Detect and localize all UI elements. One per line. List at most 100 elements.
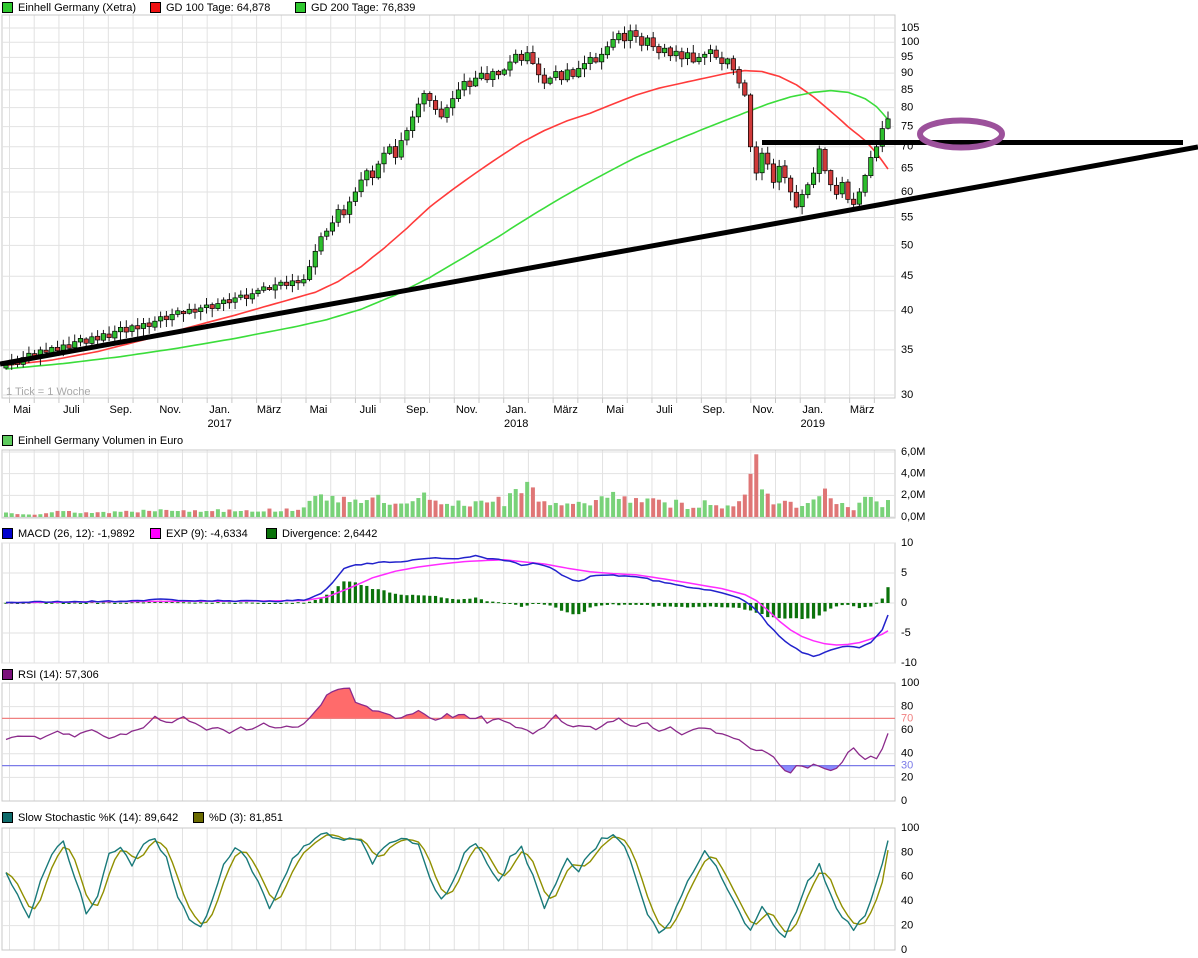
svg-text:20: 20 (901, 920, 913, 932)
series-swatch-icon (2, 669, 13, 680)
legend-gd200: GD 200 Tage: 76,839 (295, 1, 415, 14)
svg-text:100: 100 (901, 36, 919, 48)
svg-text:95: 95 (901, 51, 913, 63)
legend-macd: MACD (26, 12): -1,9892 (2, 527, 135, 540)
svg-text:0: 0 (901, 597, 907, 609)
legend-rsi: RSI (14): 57,306 (2, 668, 99, 681)
legend-label: EXP (9): -4,6334 (166, 527, 248, 540)
svg-text:0: 0 (901, 795, 907, 807)
legend-label: Einhell Germany Volumen in Euro (18, 434, 184, 447)
svg-text:65: 65 (901, 162, 913, 174)
svg-text:4,0M: 4,0M (901, 468, 925, 480)
legend-exp: EXP (9): -4,6334 (150, 527, 248, 540)
series-swatch-icon (150, 528, 161, 539)
svg-text:60: 60 (901, 724, 913, 736)
series-swatch-icon (150, 2, 161, 13)
legend-gd100: GD 100 Tage: 64,878 (150, 1, 270, 14)
svg-text:Jan.: Jan. (209, 404, 230, 416)
macd-panel: 10 5 0 -5 -10 (1, 537, 917, 669)
svg-text:80: 80 (901, 102, 913, 114)
svg-text:30: 30 (901, 389, 913, 401)
svg-text:30: 30 (901, 760, 913, 772)
svg-text:20: 20 (901, 771, 913, 783)
svg-text:40: 40 (901, 305, 913, 317)
svg-text:Jan.: Jan. (802, 404, 823, 416)
legend-label: %D (3): 81,851 (209, 811, 283, 824)
svg-text:75: 75 (901, 120, 913, 132)
volume-legend: Einhell Germany Volumen in Euro (0, 434, 1198, 448)
legend-label: Divergence: 2,6442 (282, 527, 378, 540)
svg-text:-5: -5 (901, 627, 911, 639)
svg-text:40: 40 (901, 748, 913, 760)
svg-text:2017: 2017 (207, 418, 231, 430)
svg-text:90: 90 (901, 67, 913, 79)
legend-volume: Einhell Germany Volumen in Euro (2, 434, 183, 447)
svg-text:60: 60 (901, 871, 913, 883)
legend-label: Einhell Germany (Xetra) (18, 1, 136, 14)
svg-text:2018: 2018 (504, 418, 528, 430)
svg-text:45: 45 (901, 270, 913, 282)
legend-divergence: Divergence: 2,6442 (266, 527, 377, 540)
svg-text:10: 10 (901, 537, 913, 549)
svg-text:Sep.: Sep. (703, 404, 726, 416)
svg-text:60: 60 (901, 186, 913, 198)
svg-text:Sep.: Sep. (406, 404, 429, 416)
svg-text:100: 100 (901, 677, 919, 689)
series-swatch-icon (295, 2, 306, 13)
svg-text:Nov.: Nov. (752, 404, 774, 416)
macd-legend: MACD (26, 12): -1,9892 EXP (9): -4,6334 … (0, 527, 1198, 541)
series-swatch-icon (266, 528, 277, 539)
series-swatch-icon (2, 2, 13, 13)
legend-stoch-d: %D (3): 81,851 (193, 811, 283, 824)
svg-text:März: März (257, 404, 281, 416)
svg-text:70: 70 (901, 712, 913, 724)
svg-text:5: 5 (901, 567, 907, 579)
tick-interval-note: 1 Tick = 1 Woche (6, 386, 91, 398)
svg-text:50: 50 (901, 239, 913, 251)
svg-text:Nov.: Nov. (456, 404, 478, 416)
x-axis: Mai Juli Sep. Nov. Jan. 2017 März Mai Juli Sep. No… (9, 398, 875, 430)
main-chart-legend: Einhell Germany (Xetra) GD 100 Tage: 64,… (0, 1, 1198, 15)
svg-text:70: 70 (901, 141, 913, 153)
svg-text:März: März (553, 404, 577, 416)
svg-text:2019: 2019 (800, 418, 824, 430)
svg-text:Jan.: Jan. (506, 404, 527, 416)
svg-text:55: 55 (901, 211, 913, 223)
svg-text:6,0M: 6,0M (901, 446, 925, 458)
svg-text:0: 0 (901, 944, 907, 956)
svg-text:80: 80 (901, 701, 913, 713)
legend-stoch-k: Slow Stochastic %K (14): 89,642 (2, 811, 178, 824)
svg-text:Mai: Mai (310, 404, 328, 416)
legend-label: Slow Stochastic %K (14): 89,642 (18, 811, 179, 824)
svg-text:80: 80 (901, 846, 913, 858)
svg-text:105: 105 (901, 22, 919, 34)
stoch-panel: 100 80 60 40 20 0 (1, 822, 919, 956)
svg-text:März: März (850, 404, 874, 416)
legend-label: RSI (14): 57,306 (18, 668, 99, 681)
price-panel: 105 100 95 90 85 80 75 70 65 60 55 50 45 40 35 30 (0, 14, 1198, 401)
svg-text:Sep.: Sep. (110, 404, 133, 416)
series-swatch-icon (2, 528, 13, 539)
series-swatch-icon (193, 812, 204, 823)
series-swatch-icon (2, 435, 13, 446)
svg-text:Mai: Mai (606, 404, 624, 416)
svg-text:0,0M: 0,0M (901, 511, 925, 523)
legend-label: MACD (26, 12): -1,9892 (18, 527, 135, 540)
stoch-legend: Slow Stochastic %K (14): 89,642 %D (3): … (0, 811, 1198, 825)
svg-text:100: 100 (901, 822, 919, 834)
series-swatch-icon (2, 812, 13, 823)
svg-text:Mai: Mai (13, 404, 31, 416)
svg-text:Juli: Juli (63, 404, 80, 416)
svg-text:40: 40 (901, 895, 913, 907)
svg-text:85: 85 (901, 84, 913, 96)
legend-main-price: Einhell Germany (Xetra) (2, 1, 136, 14)
svg-text:-10: -10 (901, 657, 917, 669)
svg-text:2,0M: 2,0M (901, 489, 925, 501)
svg-text:Juli: Juli (360, 404, 377, 416)
volume-panel: 6,0M 4,0M 2,0M 0,0M (1, 446, 925, 523)
rsi-legend: RSI (14): 57,306 (0, 668, 1198, 682)
legend-label: GD 200 Tage: 76,839 (311, 1, 416, 14)
